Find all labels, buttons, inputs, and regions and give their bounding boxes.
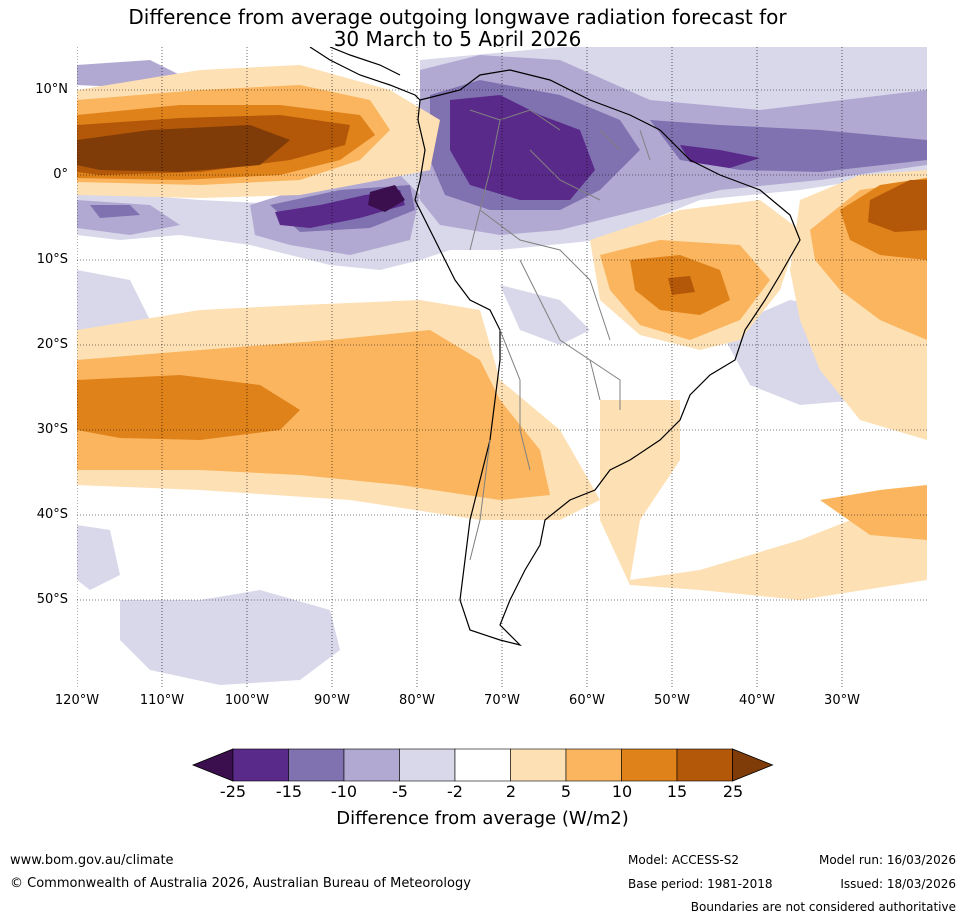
map-title-line2: 30 March to 5 April 2026 (333, 27, 582, 51)
colorbar-tick: 15 (666, 782, 688, 801)
lat-label-10n: 10°N (35, 82, 68, 97)
anomaly-region-pos-max-east-pacific (77, 125, 290, 172)
colorbar-title: Difference from average (W/m2) (336, 808, 629, 829)
colorbar-segment (454, 748, 511, 782)
colorbar-segment (232, 748, 289, 782)
anomaly-region-neg-strong4 (90, 205, 140, 218)
lat-label-40s: 40°S (36, 507, 68, 522)
anomaly-region-pos-brazil-vstrong (668, 276, 695, 295)
anomaly-region-neg-vstrong3 (680, 145, 760, 168)
footer-issued: Issued: 18/03/2026 (840, 877, 956, 891)
colorbar-tick: -10 (330, 782, 358, 801)
colorbar-segment (676, 748, 733, 782)
anomaly-region-neg-light6 (500, 285, 590, 345)
colorbar-segment (343, 748, 400, 782)
colorbar-tick: 25 (722, 782, 744, 801)
colorbar-segment (565, 748, 622, 782)
lon-label-80w: 80°W (399, 693, 435, 708)
footer-base-period: Base period: 1981-2018 (628, 877, 773, 891)
south-america-coastline (414, 69, 801, 647)
lon-label-100w: 100°W (224, 693, 270, 708)
footer-website[interactable]: www.bom.gov.au/climate (10, 853, 174, 868)
colorbar-segment (621, 748, 678, 782)
lat-label-10s: 10°S (36, 252, 68, 267)
colorbar-tick: 10 (611, 782, 633, 801)
colorbar-tick: -2 (447, 782, 463, 801)
central-america-coastline (309, 47, 421, 101)
colorbar-tick: -15 (275, 782, 303, 801)
colorbar-segment (399, 748, 456, 782)
anomaly-region-neg-light2 (77, 270, 150, 335)
colorbar-tick: -25 (219, 782, 247, 801)
lon-label-120w: 120°W (54, 693, 100, 708)
anomaly-region-pos-atlantic-vstrong (868, 180, 927, 232)
colorbar-tick: 2 (505, 782, 517, 801)
anomaly-region-neg-vstrong (450, 95, 595, 200)
footer-model: Model: ACCESS-S2 (628, 853, 740, 867)
anomaly-region-pos-south-atlantic-mid (820, 485, 927, 540)
lat-label-30s: 30°S (36, 422, 68, 437)
anomaly-region-neg-light5 (77, 525, 120, 590)
colorbar-segment (288, 748, 345, 782)
colorbar-arrow-max (732, 748, 774, 782)
anomaly-region-neg-max (368, 185, 405, 212)
olr-anomaly-map (77, 47, 927, 687)
lon-label-110w: 110°W (139, 693, 185, 708)
anomaly-region-pos-south-atlantic-light (600, 400, 927, 600)
anomaly-region-pos-south-pacific-mid (77, 330, 550, 500)
lat-label-0: 0° (53, 167, 68, 182)
country-borders (469, 109, 651, 561)
lon-label-70w: 70°W (484, 693, 520, 708)
lon-label-30w: 30°W (824, 693, 860, 708)
anomaly-region-neg-light3 (120, 590, 340, 685)
colorbar-tick: -5 (392, 782, 408, 801)
lat-label-20s: 20°S (36, 337, 68, 352)
lon-label-40w: 40°W (739, 693, 775, 708)
lon-label-50w: 50°W (654, 693, 690, 708)
anomaly-region-pos-south-pacific-strong (77, 375, 300, 440)
lon-label-90w: 90°W (314, 693, 350, 708)
colorbar-segment (510, 748, 567, 782)
map-title-line1: Difference from average outgoing longwav… (128, 5, 787, 29)
colorbar-arrow-min (191, 748, 234, 782)
footer-model-run: Model run: 16/03/2026 (818, 853, 956, 867)
map-graticule (77, 47, 927, 687)
footer-copyright: © Commonwealth of Australia 2026, Austra… (10, 876, 471, 891)
colorbar-segments (191, 748, 774, 782)
colorbar-tick: 5 (560, 782, 572, 801)
lon-label-60w: 60°W (569, 693, 605, 708)
lat-label-50s: 50°S (36, 592, 68, 607)
footer-disclaimer: Boundaries are not considered authoritat… (690, 900, 956, 914)
